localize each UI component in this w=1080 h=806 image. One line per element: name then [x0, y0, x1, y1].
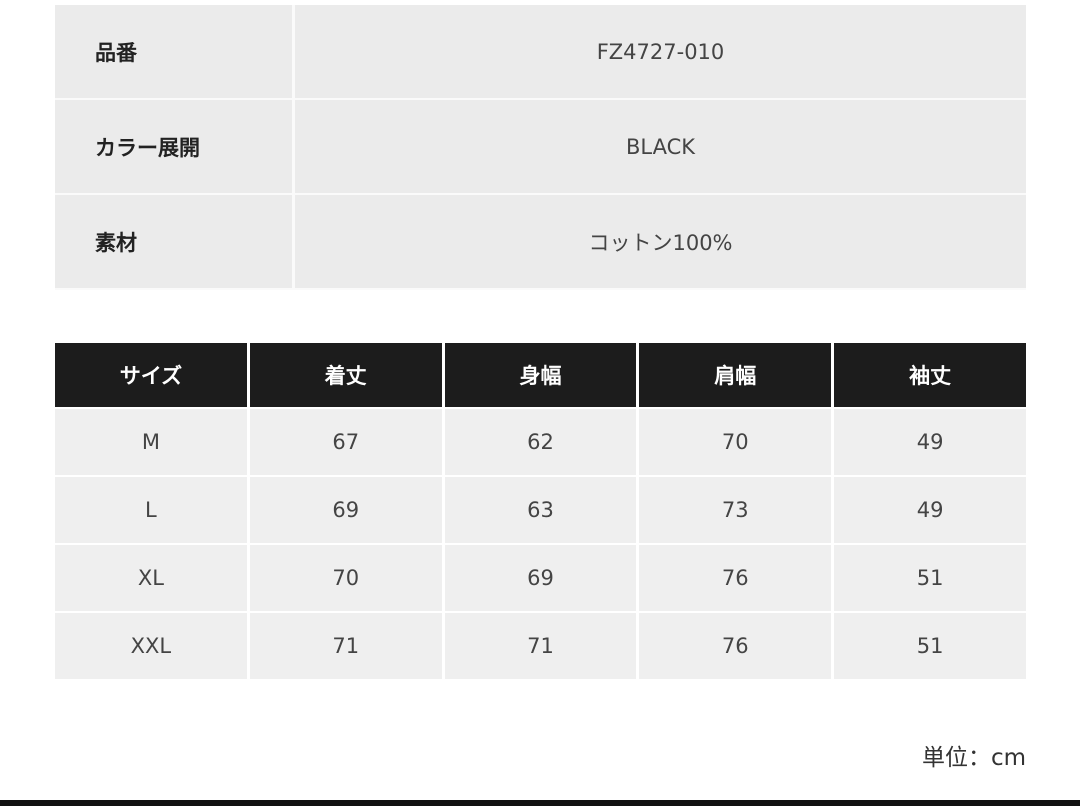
table-row: L 69 63 73 49	[55, 477, 1026, 543]
table-cell: 73	[639, 477, 832, 543]
table-cell: 51	[834, 545, 1026, 611]
spec-label: カラー展開	[55, 100, 295, 193]
table-cell: 76	[639, 545, 832, 611]
spec-value: BLACK	[295, 100, 1026, 193]
table-cell: 49	[834, 477, 1026, 543]
spec-value: FZ4727-010	[295, 5, 1026, 98]
size-table-header: サイズ 着丈 身幅 肩幅 袖丈	[55, 343, 1026, 407]
table-cell: 63	[444, 477, 637, 543]
header-cell: 着丈	[249, 343, 442, 407]
table-cell: 51	[834, 613, 1026, 679]
unit-note: 単位：cm	[921, 745, 1026, 771]
product-spec-table: 品番 FZ4727-010 カラー展開 BLACK 素材 コットン100%	[55, 5, 1026, 290]
table-cell: 76	[639, 613, 832, 679]
spec-row-product-number: 品番 FZ4727-010	[55, 5, 1026, 100]
table-cell: 70	[639, 409, 832, 475]
size-table: サイズ 着丈 身幅 肩幅 袖丈 M 67 62 70 49 L 69 63 73…	[55, 343, 1026, 679]
table-cell: 69	[249, 477, 442, 543]
table-cell: 70	[249, 545, 442, 611]
spec-label: 素材	[55, 195, 295, 288]
spec-value: コットン100%	[295, 195, 1026, 288]
table-row: M 67 62 70 49	[55, 409, 1026, 475]
table-cell: XL	[55, 545, 247, 611]
header-cell: 袖丈	[834, 343, 1026, 407]
table-cell: M	[55, 409, 247, 475]
header-cell: 身幅	[444, 343, 637, 407]
spec-row-material: 素材 コットン100%	[55, 195, 1026, 290]
table-cell: 62	[444, 409, 637, 475]
table-row: XXL 71 71 76 51	[55, 613, 1026, 679]
spec-label: 品番	[55, 5, 295, 98]
header-cell: サイズ	[55, 343, 247, 407]
table-cell: L	[55, 477, 247, 543]
table-row: XL 70 69 76 51	[55, 545, 1026, 611]
spec-row-color: カラー展開 BLACK	[55, 100, 1026, 195]
table-cell: 49	[834, 409, 1026, 475]
table-cell: 69	[444, 545, 637, 611]
table-cell: 71	[444, 613, 637, 679]
table-cell: 71	[249, 613, 442, 679]
bottom-divider	[0, 800, 1080, 806]
table-cell: 67	[249, 409, 442, 475]
table-cell: XXL	[55, 613, 247, 679]
header-cell: 肩幅	[639, 343, 832, 407]
